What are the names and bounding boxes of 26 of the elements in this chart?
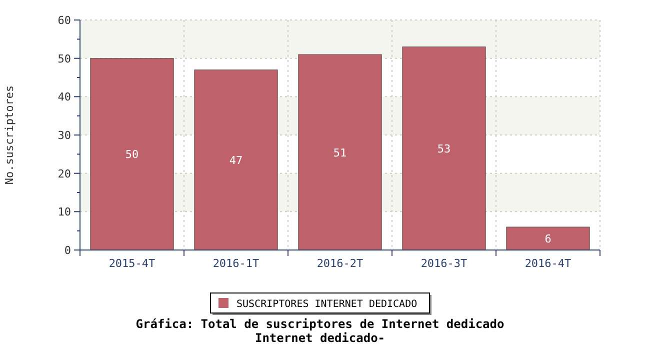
text: Gráfica: Total de suscriptores de Internet dedicado	[136, 317, 504, 331]
x-tick-label: 2016-1T	[212, 257, 260, 270]
data-label: 50	[125, 148, 139, 162]
text: Internet dedicado-	[254, 331, 386, 345]
y-tick-label: 60	[58, 14, 71, 27]
y-axis-title: No.suscriptores	[3, 85, 16, 185]
bar	[506, 226, 590, 250]
x-tick-label: 2016-2T	[316, 257, 364, 270]
data-label: 53	[437, 142, 451, 156]
y-tick-label: 40	[58, 90, 71, 104]
data-label: 6	[544, 232, 552, 246]
bar	[298, 54, 382, 250]
bar	[90, 58, 174, 250]
x-tick-label: 2015-4T	[108, 257, 156, 270]
y-tick-label: 10	[58, 206, 71, 219]
bar	[194, 70, 278, 250]
data-label: 47	[229, 154, 243, 167]
y-tick-label: 30	[58, 129, 71, 142]
bar	[402, 46, 486, 250]
x-tick-label: 2016-3T	[420, 257, 468, 270]
y-tick-label: 20	[58, 167, 71, 180]
y-tick-label: 0	[64, 244, 71, 257]
data-label: 51	[333, 146, 347, 160]
x-tick-label: 2016-4T	[524, 257, 572, 270]
y-tick-label: 50	[58, 52, 71, 66]
text: SUSCRIPTORES INTERNET DEDICADO	[236, 299, 418, 310]
